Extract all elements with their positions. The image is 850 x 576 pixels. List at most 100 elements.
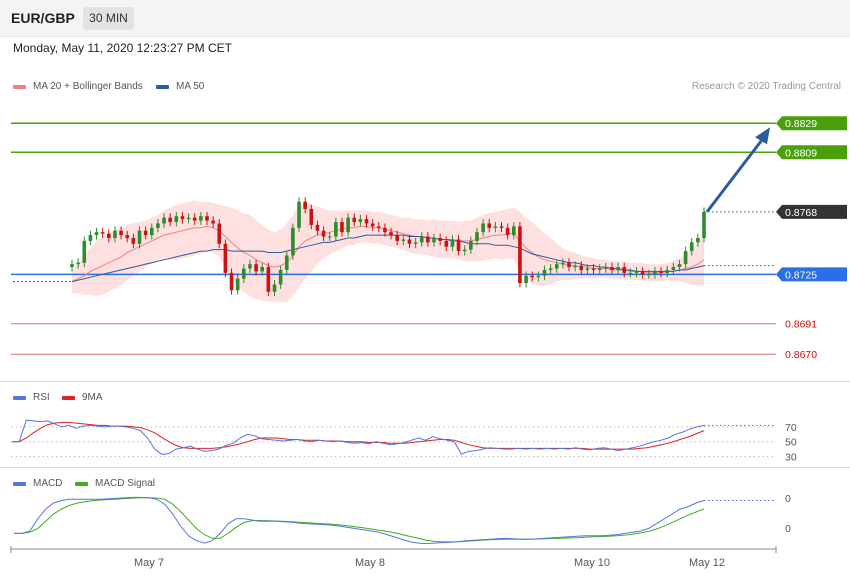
candle-body	[616, 267, 620, 270]
forecast-arrow-head	[755, 127, 770, 145]
candle-body	[254, 264, 258, 272]
x-axis-label: May 7	[134, 557, 164, 569]
candle-body	[628, 272, 633, 274]
rsi-panel-divider	[0, 381, 850, 382]
candle-body	[334, 222, 338, 237]
candle-body	[493, 226, 498, 228]
level-label-0.8768: 0.8768	[785, 207, 817, 219]
candle-body	[125, 235, 130, 238]
candle-body	[389, 232, 393, 236]
candle-body	[573, 265, 577, 268]
candle-body	[462, 249, 467, 252]
candle-body	[383, 227, 387, 233]
legend-macd-signal-label: MACD Signal	[95, 478, 156, 489]
candle-body	[524, 275, 528, 284]
level-label-0.8829: 0.8829	[785, 118, 817, 130]
candle-body	[199, 216, 203, 221]
level-tag-0.8809	[776, 145, 847, 160]
candle-body	[119, 230, 123, 236]
rsi-level-label-50: 50	[785, 437, 797, 449]
candle-body	[297, 201, 301, 228]
candle-body	[248, 264, 252, 269]
candle-body	[358, 219, 363, 223]
level-label-0.8670: 0.8670	[785, 349, 817, 361]
timestamp: Monday, May 11, 2020 12:23:27 PM CET	[13, 41, 233, 55]
candle-body	[149, 227, 154, 236]
macd-swatch	[13, 481, 26, 486]
candle-body	[205, 216, 209, 221]
macd-line	[14, 496, 705, 545]
candle-body	[76, 262, 80, 265]
legend-ma50-label: MA 50	[176, 81, 205, 92]
candle-body	[186, 217, 191, 220]
macd-axis-label: 0	[785, 523, 791, 535]
bollinger-band	[72, 200, 704, 302]
level-label-0.8809: 0.8809	[785, 147, 817, 159]
forecast-arrow-shaft	[705, 136, 766, 213]
x-axis-label: May 10	[574, 557, 610, 569]
candle-body	[364, 219, 369, 224]
ma20-line	[71, 225, 705, 283]
candle-body	[622, 267, 627, 273]
legend-macd-label: MACD	[33, 478, 63, 489]
level-tag-0.8725	[776, 267, 847, 282]
candle-body	[168, 217, 172, 223]
candle-body	[469, 240, 473, 250]
candle-body	[137, 230, 142, 244]
rsi-level-label-70: 70	[785, 422, 797, 434]
candle-body	[266, 267, 271, 292]
candle-body	[156, 223, 160, 228]
legend-rsi-label: RSI	[33, 392, 50, 403]
legend-macd: MACD	[13, 478, 62, 489]
x-axis-label: May 8	[355, 557, 385, 569]
candle-body	[604, 267, 608, 269]
level-tag-0.8768	[776, 204, 847, 219]
candle-body	[174, 216, 179, 223]
legend-9ma-label: 9MA	[82, 392, 103, 403]
legend-macd-signal: MACD Signal	[75, 478, 155, 489]
level-label-0.8691: 0.8691	[785, 319, 817, 331]
candle-body	[696, 238, 700, 243]
candle-body	[567, 262, 571, 268]
candle-body	[542, 269, 547, 276]
legend-ma50: MA 50	[156, 81, 204, 92]
legend-ma20-label: MA 20 + Bollinger Bands	[33, 81, 143, 92]
candle-body	[315, 224, 320, 231]
candle-body	[610, 267, 614, 270]
ma20-swatch	[13, 84, 26, 89]
candle-body	[548, 268, 553, 270]
candle-body	[518, 226, 522, 284]
x-axis-label: May 12	[689, 557, 725, 569]
macd-signal-swatch	[75, 481, 88, 486]
candle-body	[272, 284, 277, 292]
candle-body	[689, 242, 694, 252]
candle-body	[634, 271, 639, 273]
candle-body	[131, 238, 136, 244]
candle-body	[450, 239, 455, 247]
symbol-label: EUR/GBP	[11, 10, 75, 26]
candle-body	[223, 243, 228, 273]
candle-body	[284, 255, 289, 270]
rsi-line	[12, 419, 705, 455]
candle-body	[444, 240, 449, 247]
9ma-swatch	[62, 395, 75, 400]
timeframe-button[interactable]: 30 MIN	[83, 7, 134, 30]
candle-body	[192, 217, 197, 221]
level-tag-0.8829	[776, 116, 847, 131]
macd-axis-label: 0	[785, 493, 791, 505]
candle-body	[597, 268, 602, 270]
candle-body	[561, 262, 565, 265]
candle-body	[100, 232, 105, 234]
candle-body	[94, 232, 99, 236]
candle-body	[499, 226, 504, 228]
macd-signal-line	[14, 497, 705, 543]
candle-body	[505, 227, 510, 236]
candle-body	[426, 236, 430, 243]
candle-body	[653, 271, 657, 275]
candle-body	[511, 226, 516, 236]
candle-body	[646, 274, 651, 276]
candle-body	[327, 236, 332, 238]
candle-body	[432, 238, 436, 243]
candle-body	[180, 216, 185, 220]
